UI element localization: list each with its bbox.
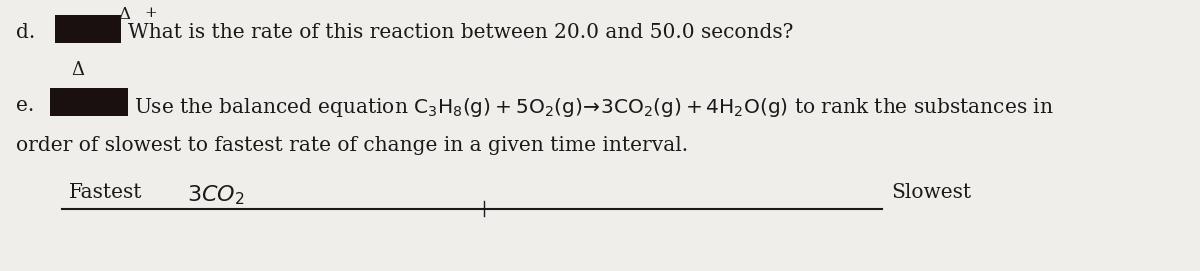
Text: Fastest: Fastest	[68, 183, 142, 202]
Text: Use the balanced equation $\mathrm{C_3H_8(g) + 5O_2(g)\!\rightarrow\!3CO_2(g) + : Use the balanced equation $\mathrm{C_3H_…	[134, 96, 1054, 119]
FancyBboxPatch shape	[50, 88, 128, 116]
Text: Slowest: Slowest	[890, 183, 971, 202]
Text: Δ: Δ	[71, 61, 84, 79]
Text: What is the rate of this reaction between 20.0 and 50.0 seconds?: What is the rate of this reaction betwee…	[128, 23, 793, 42]
Text: e.: e.	[17, 96, 35, 115]
Text: Δ: Δ	[119, 6, 131, 23]
Text: $3CO_2$: $3CO_2$	[187, 183, 245, 207]
Text: +: +	[144, 6, 157, 20]
Text: order of slowest to fastest rate of change in a given time interval.: order of slowest to fastest rate of chan…	[17, 136, 689, 155]
Text: d.: d.	[17, 23, 36, 42]
FancyBboxPatch shape	[55, 15, 121, 43]
